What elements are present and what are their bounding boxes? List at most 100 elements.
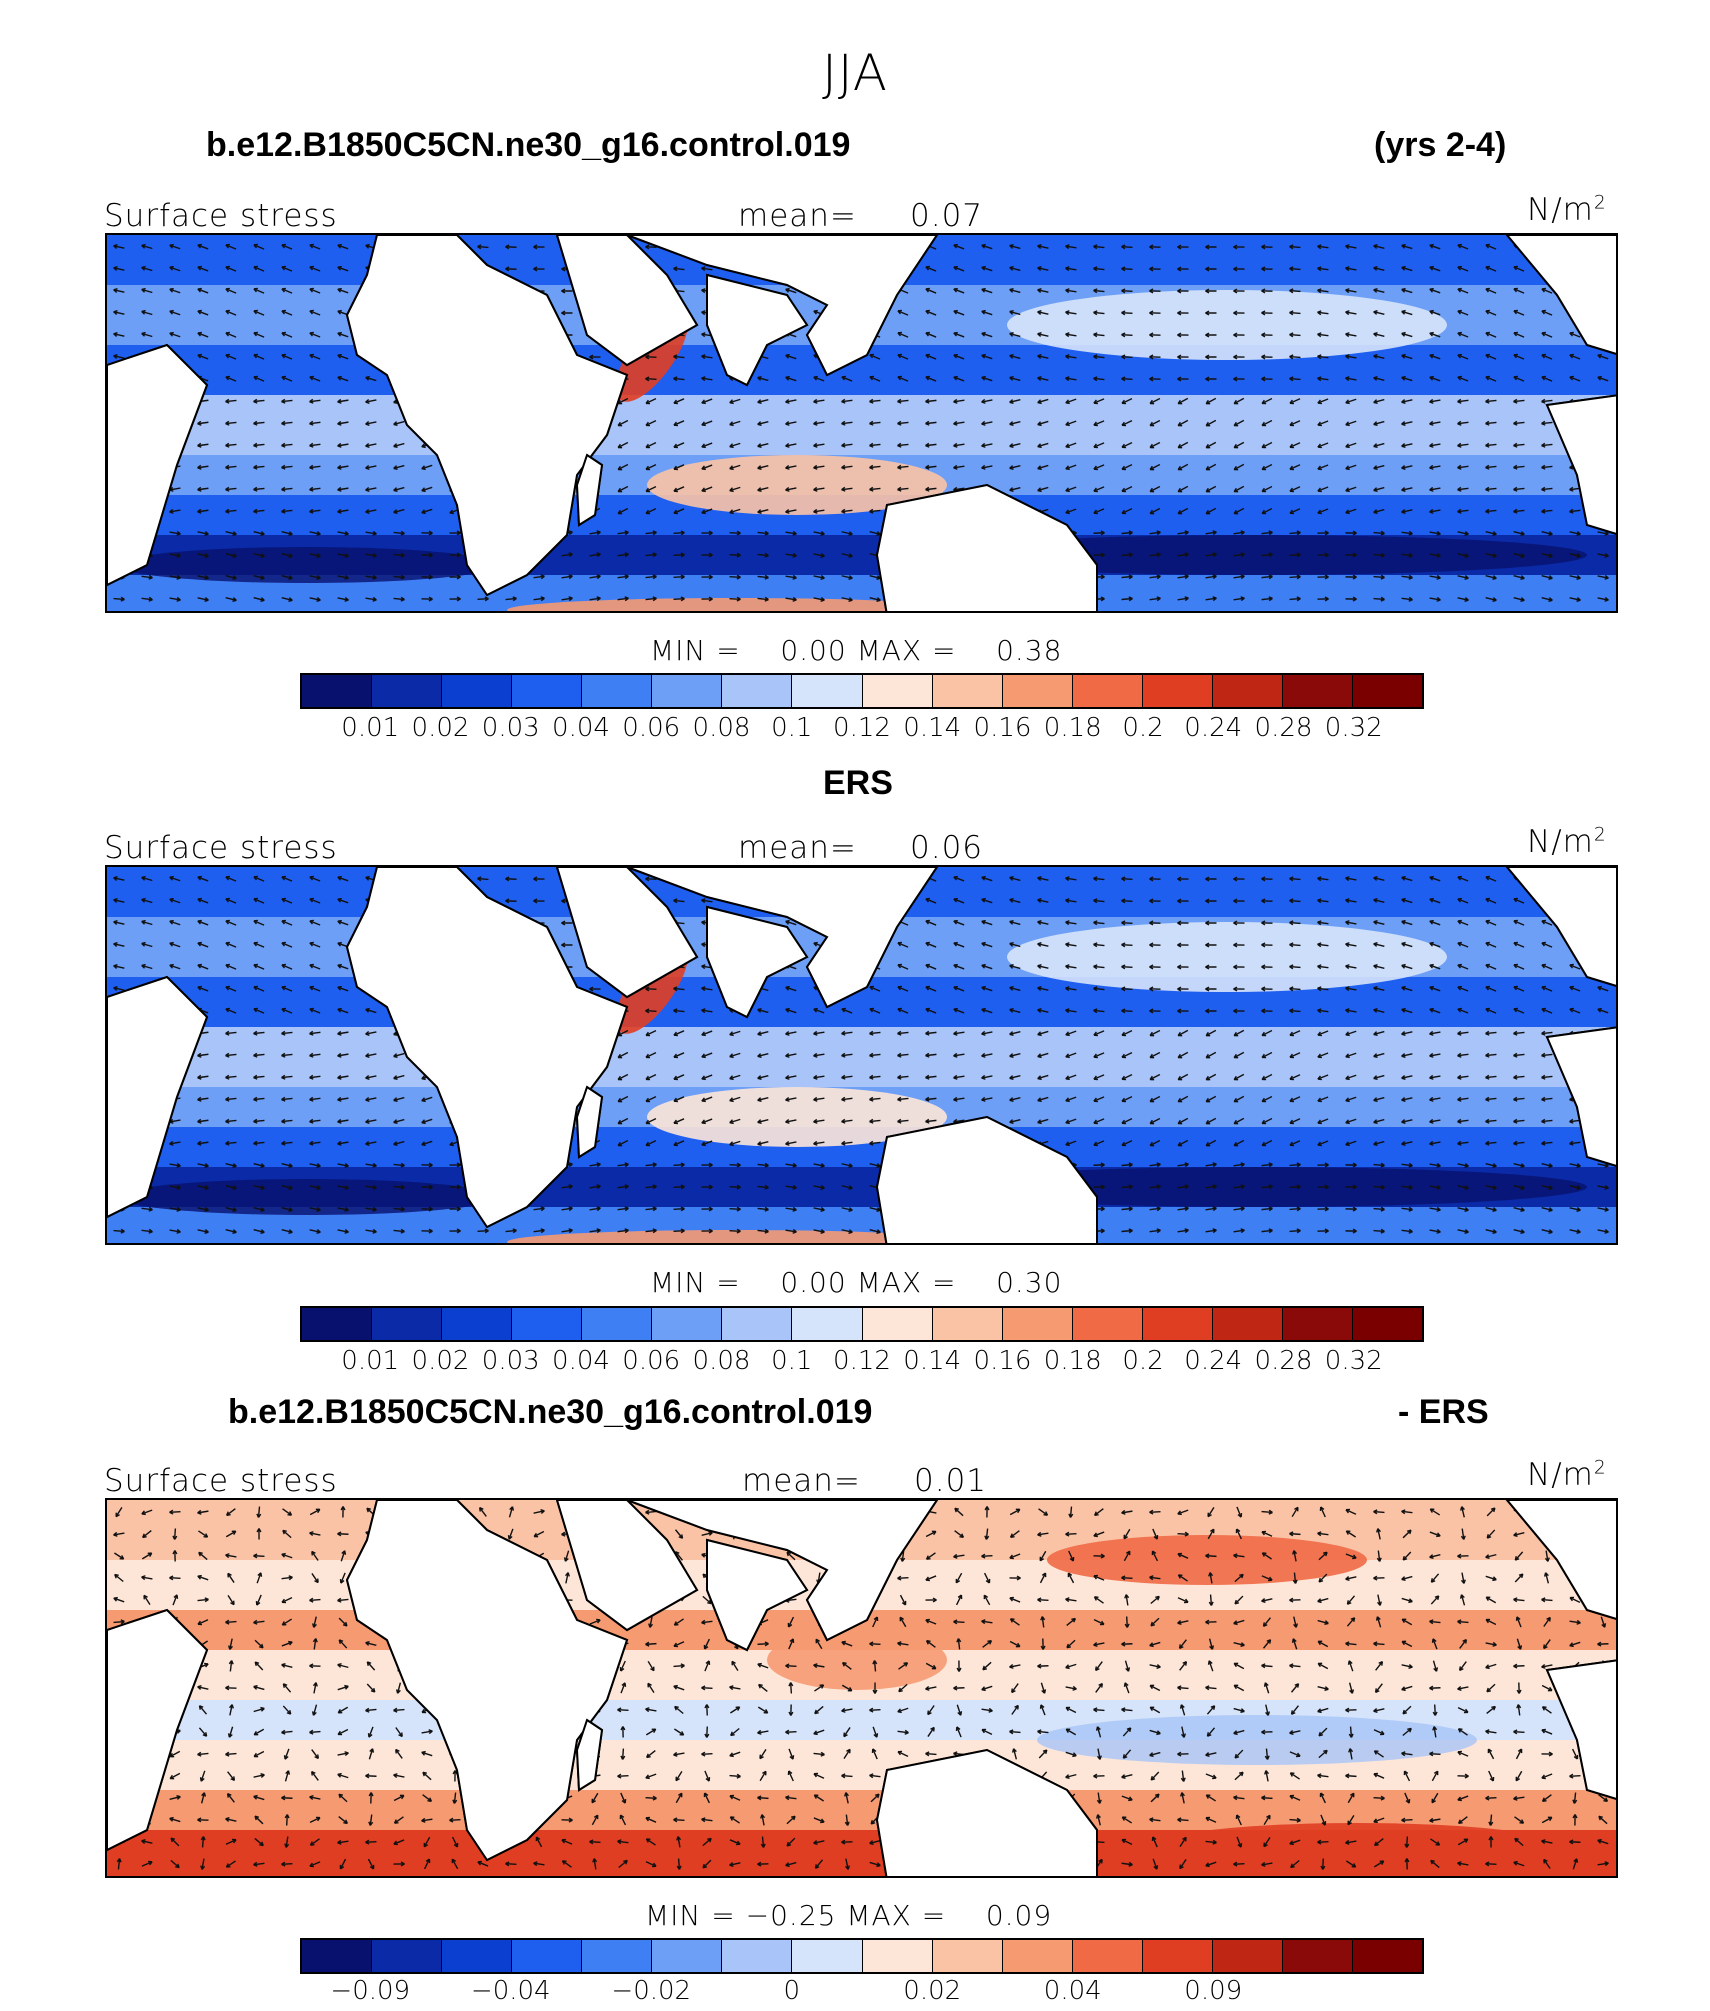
panel1-mean-value: 0.07 [910, 198, 984, 234]
colorbar-tick-label: 0.01 [341, 713, 400, 743]
panel2-colorbar [300, 1306, 1424, 1342]
colorbar-tick-label: −0.09 [330, 1976, 411, 2006]
colorbar-tick-label: 0.28 [1254, 1346, 1313, 1376]
colorbar-swatch [1352, 1308, 1422, 1340]
panel2-stats: MIN = 0.00 MAX = 0.30 [650, 1266, 1063, 1299]
colorbar-swatch [1072, 675, 1143, 707]
colorbar-swatch [862, 675, 933, 707]
colorbar-swatch [582, 675, 653, 707]
colorbar-tick-label: 0.14 [903, 1346, 962, 1376]
colorbar-swatch [1142, 675, 1213, 707]
colorbar-tick-label: 0.24 [1184, 1346, 1243, 1376]
colorbar-swatch [1002, 675, 1073, 707]
colorbar-swatch [372, 1940, 443, 1972]
colorbar-tick-label: 0.16 [973, 713, 1032, 743]
colorbar-swatch [722, 1308, 793, 1340]
panel3-stats: MIN = −0.25 MAX = 0.09 [645, 1899, 1053, 1932]
colorbar-tick-label: 0.03 [481, 1346, 540, 1376]
colorbar-swatch [1212, 1940, 1283, 1972]
panel1-stats: MIN = 0.00 MAX = 0.38 [650, 634, 1063, 667]
panel3-map-canvas [107, 1500, 1616, 1876]
colorbar-swatch [652, 1940, 723, 1972]
colorbar-tick-label: 0.08 [692, 713, 751, 743]
colorbar-tick-label: 0.28 [1254, 713, 1313, 743]
colorbar-swatch [1002, 1940, 1073, 1972]
colorbar-swatch [1282, 1308, 1353, 1340]
colorbar-swatch [1142, 1308, 1213, 1340]
colorbar-tick-label: 0.18 [1043, 713, 1102, 743]
colorbar-tick-label: 0.32 [1324, 713, 1383, 743]
colorbar-swatch [862, 1308, 933, 1340]
colorbar-swatch [1352, 675, 1422, 707]
colorbar-swatch [372, 1308, 443, 1340]
panel1-colorbar-ticks: 0.01 0.02 0.03 0.04 0.06 0.08 0.1 0.12 0.14 0.16 0… [300, 713, 1424, 747]
colorbar-tick-label: 0.02 [411, 713, 470, 743]
colorbar-tick-label: 0.02 [903, 1976, 962, 2006]
colorbar-tick-label: 0.1 [771, 1346, 813, 1376]
colorbar-tick-label: 0 [783, 1976, 801, 2006]
panel1-mean-label: mean= [738, 198, 857, 234]
colorbar-swatch [792, 1308, 863, 1340]
panel3-mean-value: 0.01 [914, 1463, 988, 1499]
panel3-variable-label: Surface stress [104, 1463, 338, 1499]
panel2-map [105, 865, 1618, 1245]
colorbar-swatch [582, 1940, 653, 1972]
colorbar-swatch [512, 1940, 583, 1972]
colorbar-tick-label: 0.06 [622, 1346, 681, 1376]
colorbar-swatch [932, 1940, 1003, 1972]
colorbar-swatch [1282, 675, 1353, 707]
colorbar-swatch [1212, 1308, 1283, 1340]
colorbar-swatch [1072, 1308, 1143, 1340]
colorbar-tick-label: 0.12 [833, 713, 891, 743]
colorbar-tick-label: 0.24 [1184, 713, 1243, 743]
colorbar-tick-label: 0.03 [481, 713, 540, 743]
panel3-left-title: b.e12.B1850C5CN.ne30_g16.control.019 [228, 1393, 873, 1431]
panel1-units: N/m2 [1527, 192, 1607, 228]
colorbar-swatch [1352, 1940, 1422, 1972]
colorbar-swatch [302, 1940, 373, 1972]
colorbar-tick-label: 0.04 [1043, 1976, 1102, 2006]
panel2-variable-label: Surface stress [104, 830, 338, 866]
colorbar-swatch [722, 675, 793, 707]
colorbar-tick-label: 0.08 [692, 1346, 751, 1376]
panel1-variable-label: Surface stress [104, 198, 338, 234]
panel1-left-title: b.e12.B1850C5CN.ne30_g16.control.019 [206, 126, 851, 164]
colorbar-tick-label: 0.2 [1122, 713, 1164, 743]
colorbar-tick-label: 0.06 [622, 713, 681, 743]
panel2-mean-label: mean= [738, 830, 857, 866]
panel2-units: N/m2 [1527, 824, 1607, 860]
colorbar-tick-label: 0.14 [903, 713, 962, 743]
colorbar-tick-label: −0.04 [470, 1976, 551, 2006]
colorbar-swatch [862, 1940, 933, 1972]
colorbar-swatch [1282, 1940, 1353, 1972]
colorbar-swatch [932, 1308, 1003, 1340]
panel1-map [105, 233, 1618, 613]
colorbar-tick-label: 0.16 [973, 1346, 1032, 1376]
panel2-colorbar-ticks: 0.01 0.02 0.03 0.04 0.06 0.08 0.1 0.12 0.14 0.16 0… [300, 1346, 1424, 1380]
panel3-colorbar-ticks: −0.09 −0.04 −0.02 0 0.02 0.04 0.09 [300, 1976, 1424, 2010]
panel3-colorbar [300, 1938, 1424, 1974]
colorbar-swatch [442, 675, 513, 707]
colorbar-tick-label: 0.09 [1184, 1976, 1243, 2006]
colorbar-tick-label: 0.12 [833, 1346, 891, 1376]
colorbar-swatch [1002, 1308, 1073, 1340]
colorbar-swatch [512, 675, 583, 707]
panel1-map-canvas [107, 235, 1616, 611]
colorbar-swatch [652, 1308, 723, 1340]
colorbar-tick-label: 0.04 [552, 1346, 610, 1376]
colorbar-swatch [1142, 1940, 1213, 1972]
colorbar-tick-label: 0.32 [1324, 1346, 1383, 1376]
colorbar-swatch [1212, 675, 1283, 707]
colorbar-swatch [792, 675, 863, 707]
panel2-mean-value: 0.06 [910, 830, 984, 866]
panel3-right-title: - ERS [1398, 1393, 1489, 1431]
panel3-map [105, 1498, 1618, 1878]
colorbar-swatch [302, 1308, 373, 1340]
colorbar-tick-label: 0.1 [771, 713, 813, 743]
panel2-map-canvas [107, 867, 1616, 1243]
colorbar-tick-label: 0.04 [552, 713, 610, 743]
figure-title: JJA [822, 44, 888, 102]
colorbar-swatch [372, 675, 443, 707]
panel3-mean-label: mean= [742, 1463, 861, 1499]
colorbar-swatch [512, 1308, 583, 1340]
